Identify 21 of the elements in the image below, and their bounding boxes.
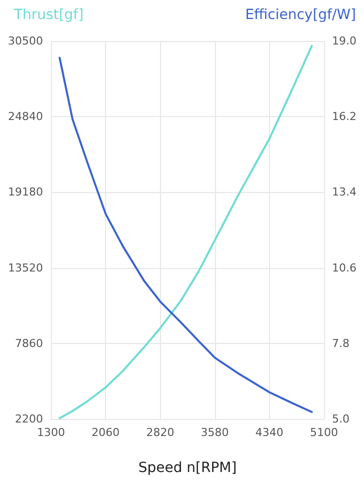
y-tick-label: 7860 xyxy=(15,336,43,350)
x-tick-label: 5100 xyxy=(310,426,338,439)
y-axis-title: Thrust[gf] xyxy=(13,7,84,23)
x-tick-label: 2820 xyxy=(146,426,174,439)
y2-tick-label: 7.8 xyxy=(332,336,350,350)
y2-tick-label: 10.6 xyxy=(332,261,356,274)
y-tick-label: 13520 xyxy=(8,261,43,274)
y-tick-label: 2200 xyxy=(15,412,43,426)
x-tick-label: 1300 xyxy=(37,426,65,439)
y2-tick-label: 13.4 xyxy=(332,186,356,199)
y2-tick-label: 5.0 xyxy=(332,412,350,426)
x-tick-label: 4340 xyxy=(255,426,284,439)
y-tick-label: 30500 xyxy=(8,34,43,48)
y2-tick-label: 16.2 xyxy=(332,110,356,124)
y-tick-label: 19180 xyxy=(8,186,43,199)
y2-tick-label: 19.0 xyxy=(332,34,356,48)
y2-axis-title: Efficiency[gf/W] xyxy=(245,7,356,23)
x-axis-title: Speed n[RPM] xyxy=(138,460,237,476)
x-tick-label: 3580 xyxy=(200,426,229,439)
y-tick-label: 24840 xyxy=(8,110,43,124)
x-tick-label: 2060 xyxy=(92,426,120,439)
